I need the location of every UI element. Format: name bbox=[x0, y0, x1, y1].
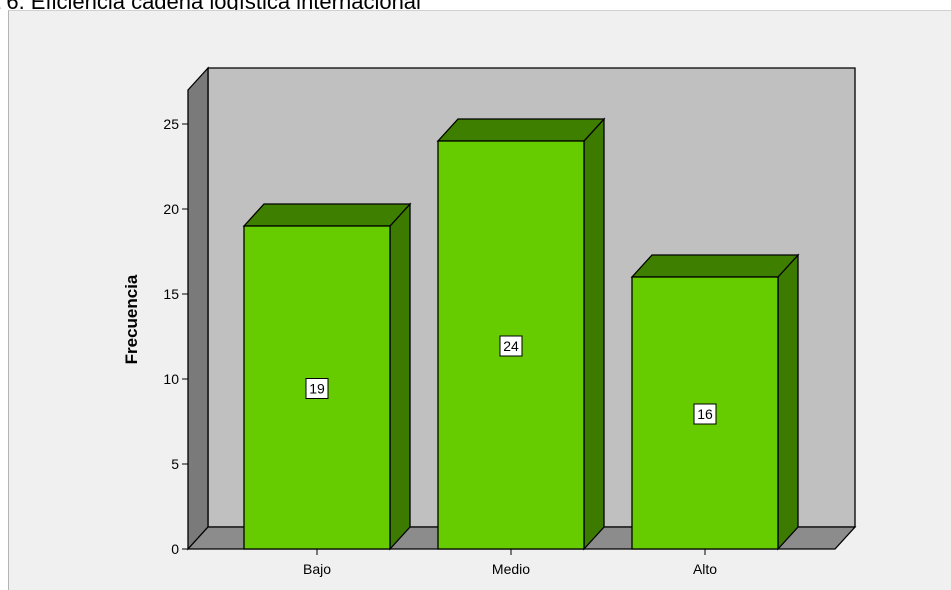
y-tick-label: 25 bbox=[163, 116, 179, 132]
bar-side bbox=[583, 117, 605, 551]
side-wall bbox=[187, 66, 209, 551]
x-tick-label: Medio bbox=[492, 561, 530, 577]
y-tick-label: 5 bbox=[171, 456, 179, 472]
data-label: 16 bbox=[697, 406, 713, 422]
y-tick-label: 0 bbox=[171, 541, 179, 557]
y-tick-label: 10 bbox=[163, 371, 179, 387]
x-tick-label: Alto bbox=[693, 561, 717, 577]
y-tick-label: 15 bbox=[163, 286, 179, 302]
bar-top bbox=[630, 254, 800, 278]
bar-side bbox=[389, 202, 411, 551]
data-label: 24 bbox=[503, 338, 519, 354]
y-tick-label: 20 bbox=[163, 201, 179, 217]
x-tick-label: Bajo bbox=[303, 561, 331, 577]
bar-side bbox=[777, 253, 799, 551]
bar-top bbox=[242, 203, 412, 227]
data-label: 19 bbox=[309, 381, 325, 397]
data-label-box bbox=[693, 403, 717, 425]
data-label-box bbox=[499, 335, 523, 357]
y-axis-label: Frecuencia bbox=[122, 274, 141, 364]
data-label-box bbox=[305, 378, 329, 399]
bar-top bbox=[436, 118, 606, 142]
